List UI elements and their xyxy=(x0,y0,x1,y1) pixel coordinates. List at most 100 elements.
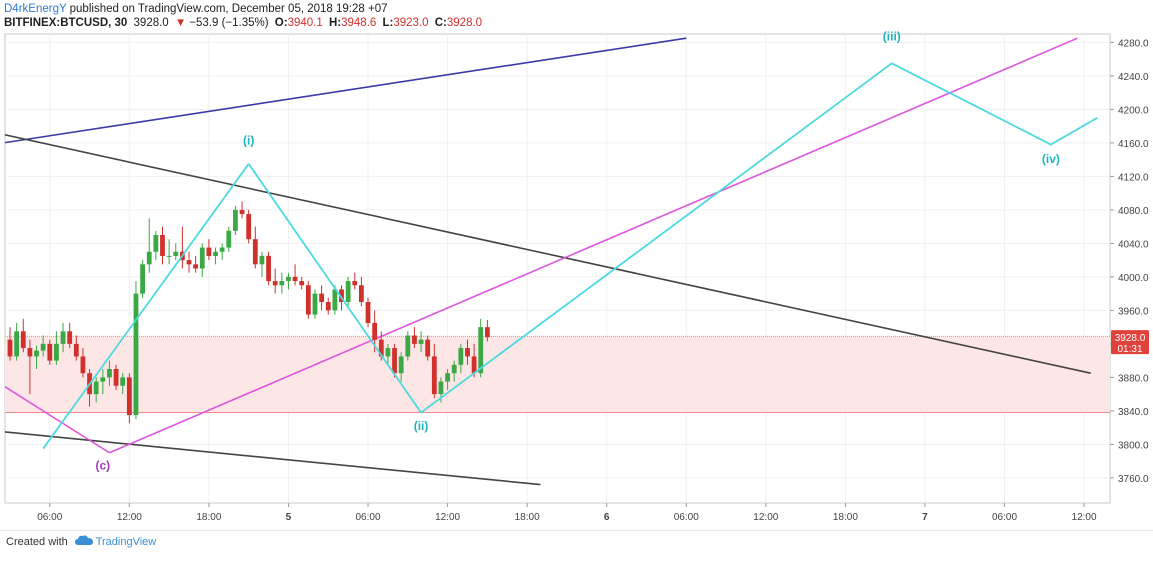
candle-body xyxy=(146,251,152,265)
candle-body xyxy=(186,260,192,265)
candle-body xyxy=(292,276,298,282)
candle-body xyxy=(471,356,477,374)
low-value: 3923.0 xyxy=(393,17,429,29)
tradingview-cloud-icon xyxy=(74,535,93,549)
created-with: Created with TradingView xyxy=(6,535,156,549)
trendline-blue-upper xyxy=(5,37,687,144)
candle-body xyxy=(312,293,318,315)
x-tick-label: 7 xyxy=(922,512,928,523)
x-tick-label: 6 xyxy=(604,512,610,523)
candle-body xyxy=(193,264,199,269)
candle-body xyxy=(100,377,106,382)
candle-body xyxy=(153,235,159,252)
price-tag-bg xyxy=(1111,330,1149,355)
candle-body xyxy=(332,289,338,311)
wave-line xyxy=(247,163,422,414)
y-tick-label: 4240.0 xyxy=(1118,72,1149,83)
candles xyxy=(7,201,490,424)
down-arrow-icon: ▼ xyxy=(174,17,187,29)
wave-label: (iii) xyxy=(883,30,901,44)
high-label: H: xyxy=(328,17,342,29)
candle-body xyxy=(299,281,305,286)
x-tick-label: 12:00 xyxy=(1072,512,1097,523)
candle-body xyxy=(252,239,258,265)
y-tick-label: 4120.0 xyxy=(1118,172,1149,183)
candle-body xyxy=(345,281,351,302)
candle-body xyxy=(73,343,79,357)
close-label: C: xyxy=(434,17,447,29)
price-axis[interactable]: 4280.0 4240.0 4200.0 4160.0 4120.0 4080.0 4040… xyxy=(1110,38,1149,485)
x-tick-label: 06:00 xyxy=(356,512,381,523)
candle-body xyxy=(199,247,205,269)
candle-body xyxy=(233,209,238,231)
candle-body xyxy=(378,339,384,357)
symbol-line: BITFINEX:BTCUSD, 30 3928.0 ▼ −53.9 (−1.35… xyxy=(4,16,1144,30)
candle-body xyxy=(465,348,470,357)
candle-body xyxy=(339,289,344,302)
trendline-black-descending xyxy=(5,134,1091,374)
candle-body xyxy=(40,343,46,351)
x-tick-label: 12:00 xyxy=(435,512,460,523)
footer: Created with TradingView xyxy=(0,530,1153,565)
x-tick-label: 12:00 xyxy=(753,512,778,523)
y-tick-label: 3960.0 xyxy=(1118,306,1149,317)
candle-body xyxy=(484,327,490,338)
candle-body xyxy=(305,285,311,315)
y-tick-label: 4160.0 xyxy=(1118,139,1149,150)
candle-body xyxy=(458,348,464,365)
candle-body xyxy=(412,335,417,344)
wave-labels: (i) (ii) (iii) (iv) (c) xyxy=(95,30,1059,473)
y-tick-label: 4040.0 xyxy=(1118,239,1149,250)
close-value: 3928.0 xyxy=(446,17,483,29)
candle-body xyxy=(219,247,225,252)
plot-frame xyxy=(4,33,1111,504)
candle-body xyxy=(286,276,291,282)
high-value: 3948.6 xyxy=(341,17,377,29)
candle-body xyxy=(418,339,424,344)
wave-label: (ii) xyxy=(414,419,429,433)
time-axis[interactable]: 06:00 12:00 18:00 5 06:00 12:00 18:00 6 06:00 12:… xyxy=(37,503,1097,523)
candle-body xyxy=(14,331,20,357)
open-label: O: xyxy=(274,17,288,29)
trendline-black-lower xyxy=(5,431,541,486)
candle-body xyxy=(352,281,358,286)
created-with-text: Created with xyxy=(6,535,68,548)
price-chart[interactable]: (i) (ii) (iii) (iv) (c) 4280.0 4240.0 4200.0 41… xyxy=(0,0,1153,530)
candle-body xyxy=(445,373,450,382)
author-link[interactable]: D4rkEnergY xyxy=(4,3,67,15)
x-tick-label: 18:00 xyxy=(833,512,858,523)
candle-body xyxy=(166,255,172,257)
tradingview-link[interactable]: TradingView xyxy=(95,535,157,548)
wave-label: (i) xyxy=(243,134,254,148)
wave-line xyxy=(420,62,893,414)
candle-body xyxy=(451,364,457,374)
x-tick-label: 5 xyxy=(286,512,292,523)
y-tick-label: 3760.0 xyxy=(1118,474,1149,485)
candle-body xyxy=(67,331,73,344)
current-price-label: 3928.0 xyxy=(1115,333,1146,344)
candle-body xyxy=(385,348,391,357)
trendline-magenta-left xyxy=(5,385,110,454)
chart-header: D4rkEnergY published on TradingView.com, … xyxy=(4,2,1144,34)
candle-body xyxy=(160,235,165,256)
symbol-label: BITFINEX:BTCUSD, 30 xyxy=(4,17,128,29)
candle-body xyxy=(392,348,397,374)
candle-body xyxy=(239,209,245,215)
published-text: published on TradingView.com, December 0… xyxy=(69,3,388,15)
y-tick-label: 3840.0 xyxy=(1118,407,1149,418)
candle-body xyxy=(133,293,139,416)
candle-body xyxy=(27,348,33,357)
wave-label: (c) xyxy=(95,459,110,473)
candle-body xyxy=(365,302,371,323)
countdown-label: 01:31 xyxy=(1117,344,1142,355)
candle-body xyxy=(259,255,265,265)
candle-body xyxy=(173,251,179,256)
candle-body xyxy=(405,335,411,357)
wave-line xyxy=(42,163,250,450)
candle-body xyxy=(358,285,364,302)
candle-body xyxy=(20,331,26,349)
zone-fill xyxy=(5,336,1110,413)
y-tick-label: 3800.0 xyxy=(1118,440,1149,451)
y-tick-label: 3880.0 xyxy=(1118,373,1149,384)
candle-body xyxy=(246,214,252,240)
